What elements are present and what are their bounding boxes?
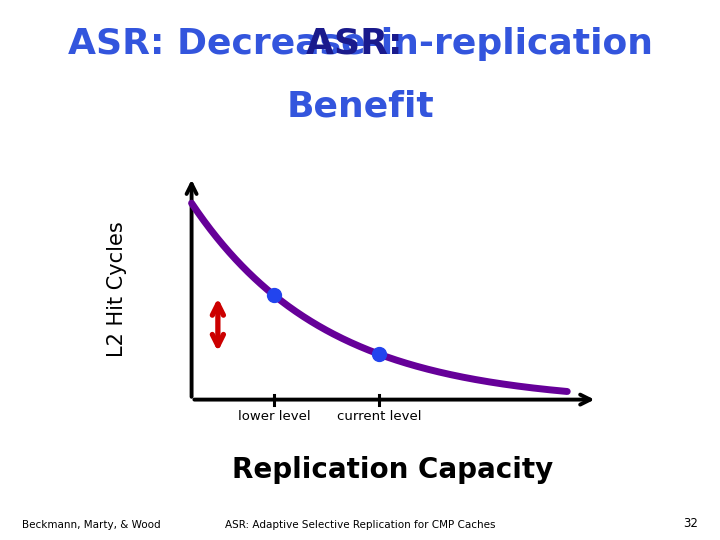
Text: lower level: lower level <box>238 410 310 423</box>
Text: Benefit: Benefit <box>286 89 434 123</box>
Point <box>374 350 385 359</box>
Point <box>269 291 280 300</box>
Text: ASR:: ASR: <box>305 27 415 61</box>
Text: Replication Capacity: Replication Capacity <box>232 456 553 484</box>
Text: 32: 32 <box>683 517 698 530</box>
Text: current level: current level <box>337 410 422 423</box>
Text: ASR: Adaptive Selective Replication for CMP Caches: ASR: Adaptive Selective Replication for … <box>225 520 495 530</box>
Text: ASR: Decrease-in-replication: ASR: Decrease-in-replication <box>68 27 652 61</box>
Text: L2 Hit Cycles: L2 Hit Cycles <box>107 221 127 357</box>
Text: Beckmann, Marty, & Wood: Beckmann, Marty, & Wood <box>22 520 161 530</box>
